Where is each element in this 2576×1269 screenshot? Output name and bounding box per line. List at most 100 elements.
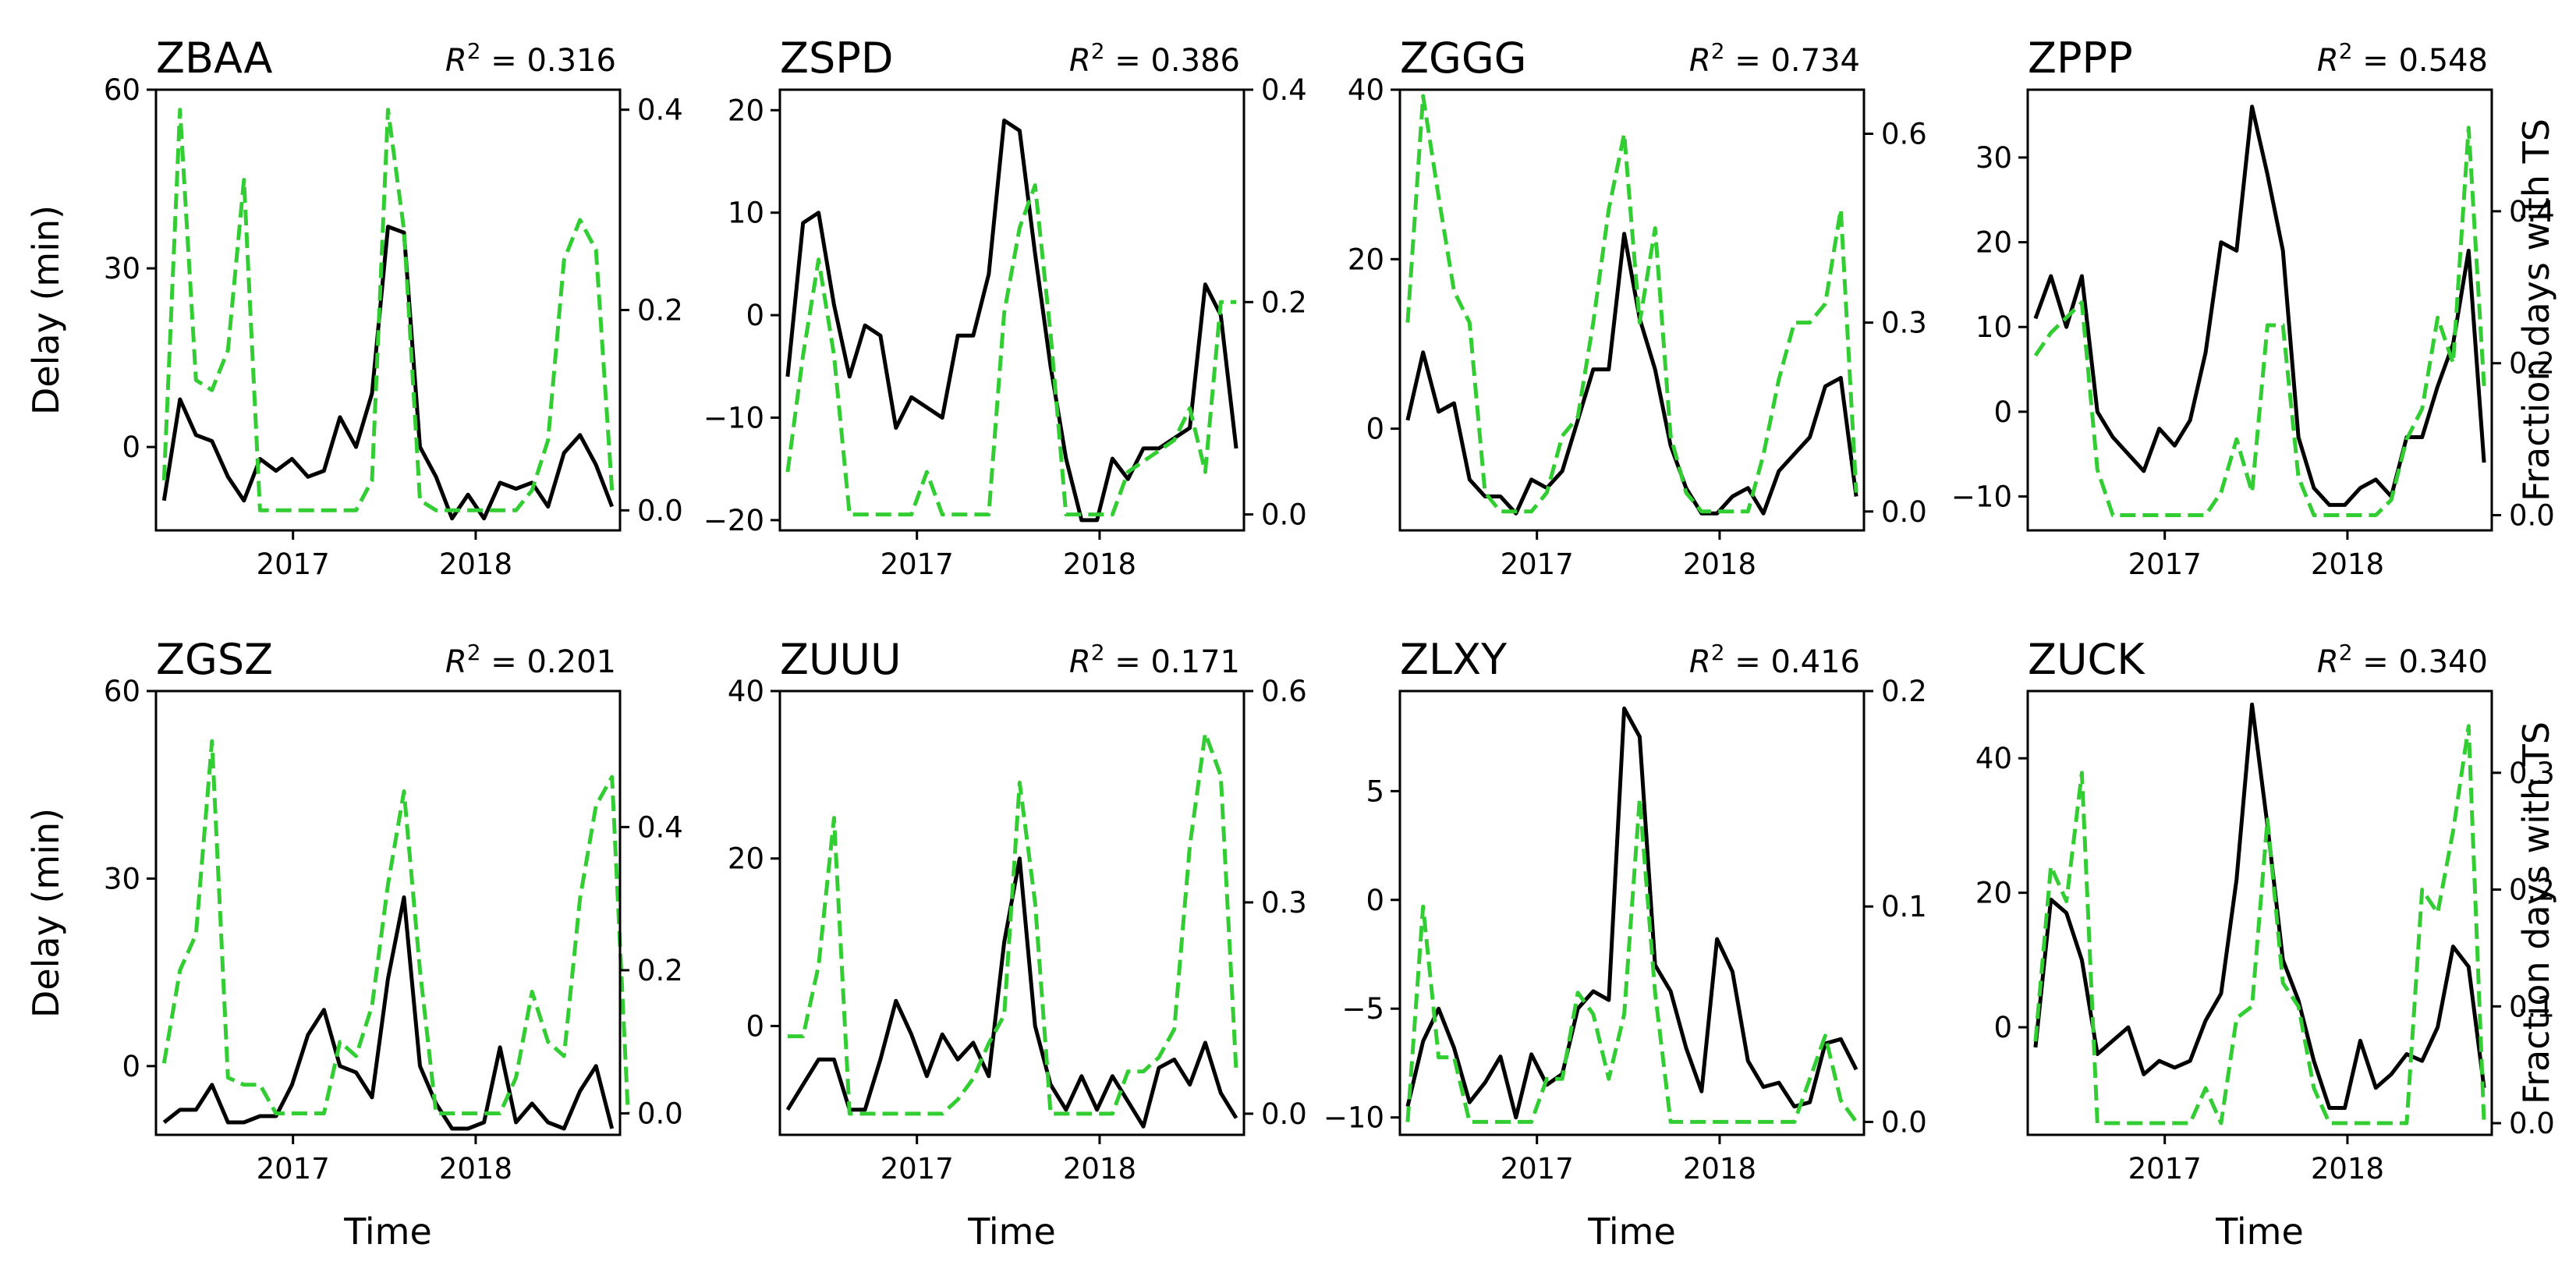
left-tick-label: 10 [1975,310,2012,344]
x-axis-title: Time [1587,1211,1676,1253]
right-tick-label: 0.6 [1881,118,1927,151]
left-tick-label: 20 [1348,243,1384,276]
left-tick-label: 20 [1975,226,2012,260]
left-tick-label: 10 [728,197,764,230]
ts-series-zppp [2033,126,2486,517]
plot-frame [154,689,622,1136]
panel-zuuu: 0 20 40 0.0 0.3 0.6 2017 2018 ZUUU R2 = 0.171 Time [728,635,1307,1253]
r2-value: R2 = 0.171 [1069,640,1240,680]
ts-series-zlxy [1405,796,1858,1124]
right-tick-label: 0.0 [2509,1107,2555,1140]
left-tick-label: 0 [122,1050,140,1083]
x-tick-label: 2018 [1683,1152,1756,1186]
right-tick-label: 0.3 [2509,757,2555,790]
r2-value: R2 = 0.201 [445,640,616,680]
delay-series-zgsz [162,895,615,1131]
panel-zspd: −20 −10 0 10 20 0.0 0.2 0.4 2017 2018 ZSPD R2 = 0.3… [703,34,1307,581]
right-tick-label: 0.2 [637,294,683,328]
left-tick-label: 60 [104,675,140,708]
ts-series-zspd [785,183,1237,517]
x-tick-label: 2018 [2311,548,2384,581]
x-tick-label: 2018 [439,548,512,581]
left-tick-label: 30 [104,862,140,895]
ts-series-zuuu [787,731,1238,1116]
panel-zggg: 0 20 40 0.0 0.3 0.6 2017 2018 ZGGG R2 = 0.734 [1348,34,1927,581]
panel-code: ZBAA [156,34,272,83]
panel-code: ZLXY [1400,635,1508,684]
left-tick-label: 0 [1366,884,1384,917]
plot-frame [1398,689,1866,1136]
right-tick-label: 0.3 [1261,886,1307,920]
right-tick-label: 0.1 [2509,990,2555,1023]
x-tick-label: 2017 [2128,1152,2202,1186]
r2-value: R2 = 0.316 [445,38,616,79]
left-tick-label: −10 [703,401,764,434]
right-tick-label: 0.6 [1261,675,1307,708]
right-tick-label: 0.0 [637,1097,683,1130]
left-tick-label: 0 [1993,395,2012,429]
panel-zlxy: −10 −5 0 5 0.0 0.1 0.2 2017 2018 ZLXY R2 = 0.416 Ti… [1323,635,1927,1253]
panel-code: ZPPP [2028,34,2133,83]
panel-code: ZUCK [2028,635,2145,684]
left-tick-label: 60 [104,73,140,107]
y-right-axis-title: Fraction days with TS [2515,721,2557,1104]
left-tick-label: 20 [728,94,764,127]
panel-code: ZGGG [1400,34,1527,83]
r2-value: R2 = 0.734 [1689,38,1860,79]
ts-series-zuck [2033,724,2486,1125]
panel-code: ZUUU [780,635,902,684]
x-tick-label: 2018 [2311,1152,2384,1186]
left-tick-label: 40 [728,675,764,708]
left-tick-label: 30 [104,252,140,285]
right-tick-label: 0.2 [2509,874,2555,907]
x-tick-label: 2017 [1501,548,1574,581]
r2-value: R2 = 0.416 [1689,640,1860,680]
delay-series-zggg [1405,232,1858,516]
delay-series-zspd [785,118,1238,523]
y-right-axis-title: Fraction days with TS [2515,119,2557,502]
plot-frame [778,689,1245,1136]
x-tick-label: 2017 [257,1152,330,1186]
left-tick-label: 30 [1975,141,2012,175]
right-tick-label: 0.2 [2509,347,2555,381]
plot-frame [1398,88,1866,532]
plot-frame [778,88,1245,532]
ts-series-zgsz [161,739,630,1115]
right-tick-label: 0.0 [1261,498,1307,532]
right-tick-label: 0.4 [2509,195,2555,229]
right-tick-label: 0.0 [1881,1105,1927,1139]
delay-series-zlxy [1405,706,1858,1120]
panel-zbaa: 0 30 60 0.0 0.2 0.4 2017 2018 ZBAA R2 = 0.316 Dela… [25,34,683,581]
right-tick-label: 0.0 [1261,1097,1307,1131]
x-tick-label: 2018 [1683,548,1756,581]
ts-series-zbaa [161,108,615,512]
right-tick-label: 0.2 [1261,285,1307,319]
r2-value: R2 = 0.340 [2317,640,2488,680]
right-tick-label: 0.2 [637,954,683,987]
x-tick-label: 2018 [439,1152,512,1186]
x-axis-title: Time [967,1211,1056,1253]
delay-series-zbaa [161,225,615,521]
x-tick-label: 2017 [2128,548,2202,581]
x-tick-label: 2017 [257,548,330,581]
left-tick-label: 0 [746,1009,764,1043]
panel-code: ZGSZ [156,635,273,684]
panel-zgsz: 0 30 60 0.0 0.2 0.4 2017 2018 ZGSZ R2 = 0.201 Dela… [25,635,683,1253]
left-tick-label: 40 [1975,742,2012,775]
right-tick-label: 0.0 [2509,499,2555,533]
left-tick-label: 20 [728,842,764,876]
left-tick-label: 0 [1366,413,1384,446]
r2-value: R2 = 0.548 [2317,38,2488,79]
left-tick-label: 0 [746,299,764,332]
x-axis-title: Time [2215,1211,2304,1253]
right-tick-label: 0.3 [1881,307,1927,340]
x-tick-label: 2018 [1063,1152,1136,1186]
right-tick-label: 0.4 [1261,73,1307,107]
panel-zppp: −10 0 10 20 30 0.0 0.2 0.4 2017 2018 ZPPP R2 = 0.54… [1951,34,2557,581]
panel-code: ZSPD [780,34,893,83]
left-tick-label: −5 [1341,992,1384,1026]
right-tick-label: 0.4 [637,810,683,844]
x-axis-title: Time [343,1211,432,1253]
plot-frame [2026,88,2493,532]
